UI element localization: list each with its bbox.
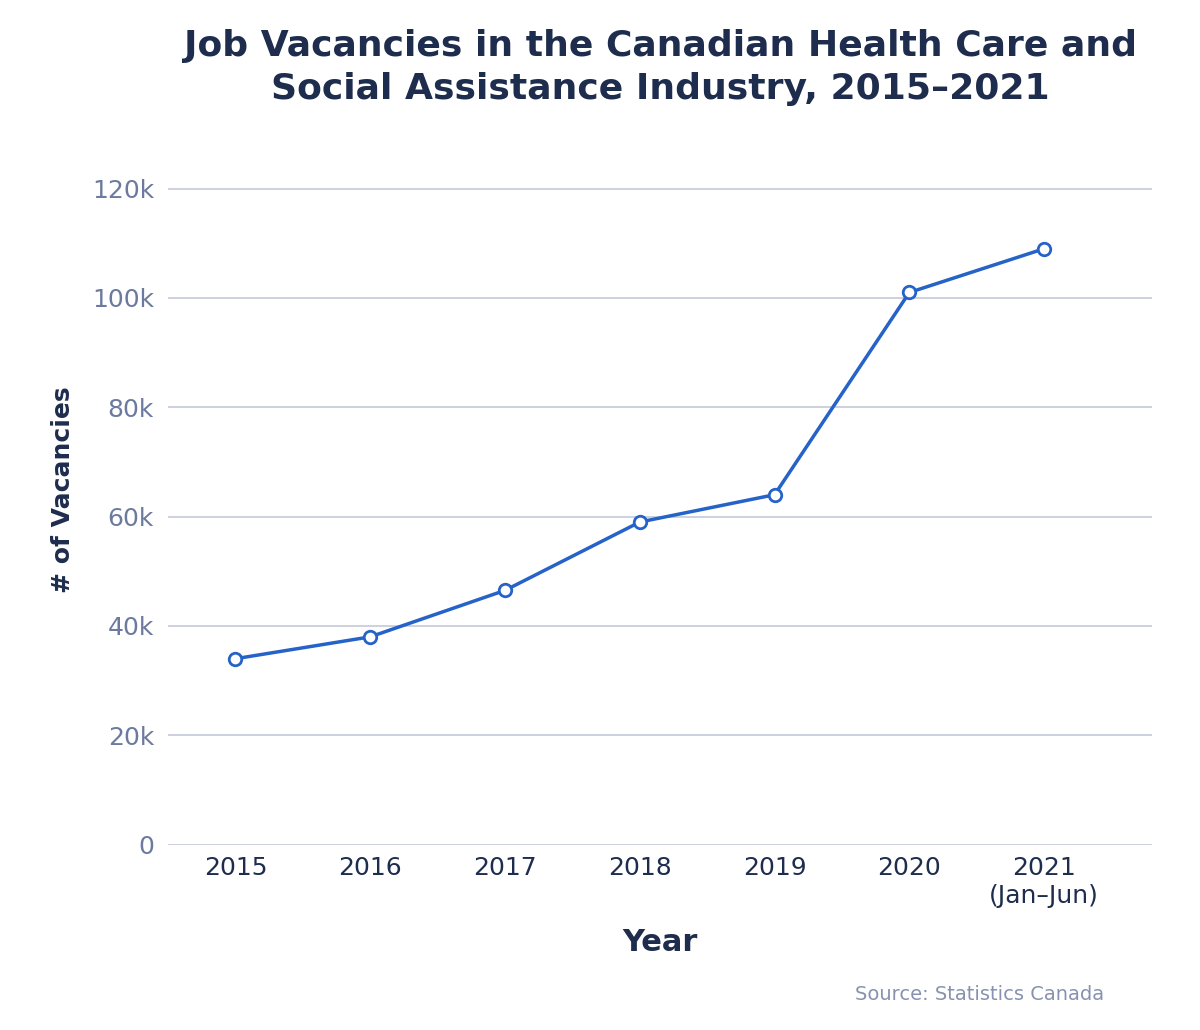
X-axis label: Year: Year <box>623 928 697 957</box>
Text: Source: Statistics Canada: Source: Statistics Canada <box>854 986 1104 1004</box>
Y-axis label: # of Vacancies: # of Vacancies <box>52 386 76 592</box>
Title: Job Vacancies in the Canadian Health Care and
Social Assistance Industry, 2015–2: Job Vacancies in the Canadian Health Car… <box>184 29 1136 106</box>
